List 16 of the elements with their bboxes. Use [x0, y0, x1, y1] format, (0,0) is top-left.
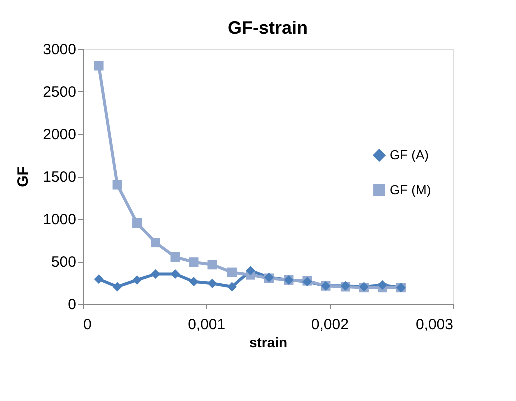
y-tick-label: 2500: [43, 84, 76, 101]
chart-title: GF-strain: [228, 18, 308, 38]
y-tick-label: 3000: [43, 42, 76, 58]
y-tick-label: 1500: [43, 169, 76, 186]
x-tick-label: 0,002: [311, 316, 349, 334]
y-tick-label: 2000: [43, 126, 76, 144]
x-tick-label: 0,003: [416, 316, 454, 334]
x-tick-label: 0: [84, 316, 92, 334]
legend-label: GF (M): [390, 182, 432, 198]
y-tick-label: 500: [51, 254, 76, 271]
y-tick-label: 0: [68, 296, 76, 314]
y-axis-title: GF: [15, 166, 32, 188]
x-axis-title: strain: [249, 334, 288, 350]
y-tick-label: 1000: [43, 212, 76, 228]
legend-label: GF (A): [390, 148, 429, 162]
x-tick-label: 0,001: [188, 316, 226, 334]
